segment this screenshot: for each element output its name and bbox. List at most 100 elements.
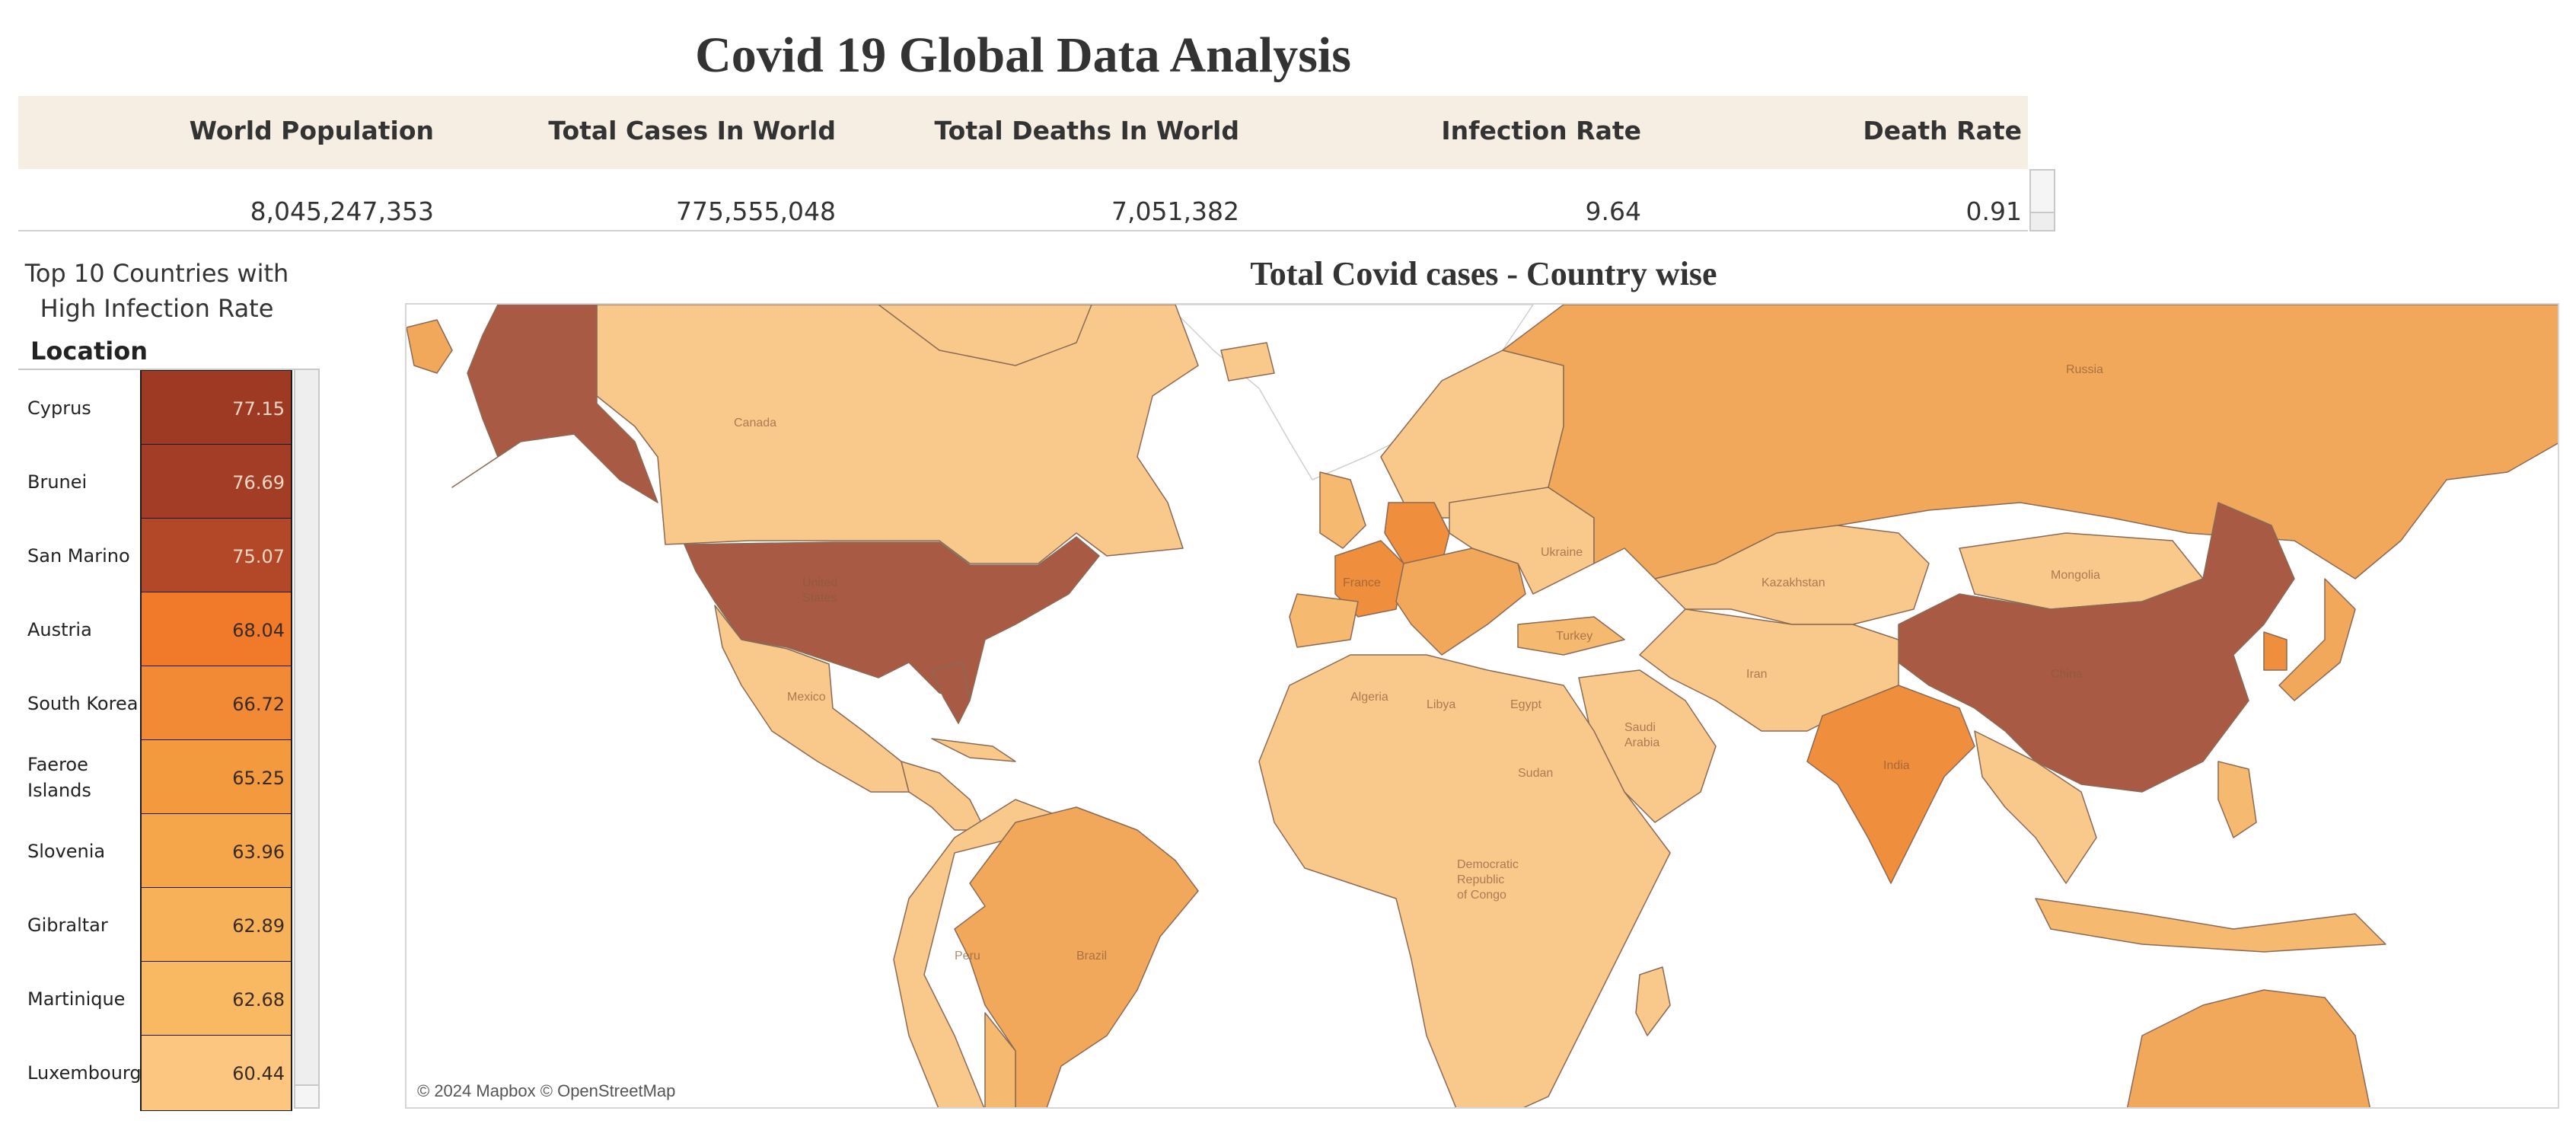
- region-africa[interactable]: [1258, 654, 1671, 1109]
- country-france[interactable]: [1334, 540, 1404, 618]
- top10-row[interactable]: Faeroe Islands 65.25: [18, 739, 294, 816]
- region-europe-central[interactable]: [1395, 548, 1526, 656]
- top10-row[interactable]: Luxembourg 60.44: [18, 1035, 294, 1111]
- kpi-value-total-deaths: 7,051,382: [1111, 196, 1239, 226]
- top10-row[interactable]: Brunei 76.69: [18, 444, 294, 520]
- kpi-scroll-thumb[interactable]: [2031, 171, 2054, 213]
- top10-rate-cell[interactable]: 77.15: [140, 370, 292, 446]
- country-united-states-florida[interactable]: [931, 662, 971, 724]
- label-libya: Libya: [1427, 698, 1455, 711]
- country-us-alaska[interactable]: [451, 305, 658, 503]
- country-iceland[interactable]: [1220, 342, 1275, 382]
- label-china: China: [2051, 668, 2083, 681]
- top10-country-name: Slovenia: [27, 841, 106, 862]
- country-china[interactable]: [1898, 502, 2295, 793]
- top10-rate-cell[interactable]: 65.25: [140, 739, 292, 816]
- island-canada-north[interactable]: [878, 305, 1092, 366]
- country-russia-east-tip[interactable]: [406, 319, 453, 374]
- top10-row[interactable]: San Marino 75.07: [18, 518, 294, 594]
- country-canada[interactable]: [596, 305, 1199, 564]
- world-map[interactable]: Canada United States Mexico Brazil Peru …: [405, 303, 2559, 1109]
- region-indonesia[interactable]: [2035, 898, 2386, 953]
- top10-country-name: Gibraltar: [27, 915, 108, 936]
- location-column-header[interactable]: Location: [30, 337, 148, 366]
- top10-rate-value: 62.68: [232, 989, 285, 1010]
- country-spain-portugal[interactable]: [1289, 593, 1359, 648]
- region-south-america-south[interactable]: [984, 1012, 1016, 1109]
- label-algeria: Algeria: [1350, 691, 1388, 704]
- country-united-kingdom[interactable]: [1319, 471, 1366, 549]
- kpi-values-row: 8,045,247,353 775,555,048 7,051,382 9.64…: [18, 169, 2028, 231]
- label-peru: Peru: [955, 950, 980, 963]
- label-kazakhstan: Kazakhstan: [1761, 576, 1825, 589]
- label-saudi-line1: Saudi: [1624, 721, 1656, 734]
- top10-row[interactable]: Gibraltar 62.89: [18, 887, 294, 963]
- country-russia[interactable]: [1502, 305, 2559, 579]
- page-title: Covid 19 Global Data Analysis: [695, 27, 1351, 83]
- label-turkey: Turkey: [1556, 630, 1592, 643]
- top10-row[interactable]: Cyprus 77.15: [18, 370, 294, 446]
- label-brazil: Brazil: [1076, 950, 1107, 963]
- top10-title-line2: High Infection Rate: [40, 294, 274, 323]
- top10-row[interactable]: Slovenia 63.96: [18, 813, 294, 889]
- label-canada: Canada: [734, 417, 776, 429]
- label-drc-line2: Republic: [1457, 873, 1504, 886]
- top10-country-name: Austria: [27, 619, 92, 640]
- kpi-scrollbar[interactable]: [2029, 169, 2055, 231]
- country-kazakhstan[interactable]: [1654, 525, 1930, 625]
- country-philippines[interactable]: [2217, 761, 2257, 838]
- country-turkey[interactable]: [1517, 616, 1625, 656]
- country-japan[interactable]: [2278, 578, 2356, 701]
- top10-rate-cell[interactable]: 62.68: [140, 961, 292, 1037]
- top10-rate-cell[interactable]: 66.72: [140, 666, 292, 742]
- top10-rate-value: 60.44: [232, 1063, 285, 1084]
- map-title: Total Covid cases - Country wise: [1250, 255, 1717, 292]
- label-us-line2: States: [802, 592, 837, 605]
- top10-rate-value: 75.07: [232, 546, 285, 567]
- country-south-korea[interactable]: [2263, 631, 2287, 671]
- map-credit[interactable]: © 2024 Mapbox © OpenStreetMap: [417, 1081, 676, 1100]
- top10-rate-cell[interactable]: 60.44: [140, 1035, 292, 1111]
- top10-rate-cell[interactable]: 68.04: [140, 592, 292, 668]
- label-saudi-line2: Arabia: [1624, 736, 1659, 749]
- top10-rate-cell[interactable]: 75.07: [140, 518, 292, 594]
- region-southeast-asia[interactable]: [1974, 730, 2097, 884]
- region-central-america[interactable]: [901, 761, 986, 831]
- label-iran: Iran: [1746, 668, 1768, 681]
- label-mongolia: Mongolia: [2051, 569, 2100, 582]
- label-drc-line3: of Congo: [1457, 889, 1506, 902]
- top10-row[interactable]: South Korea 66.72: [18, 666, 294, 742]
- world-map-svg[interactable]: Canada United States Mexico Brazil Peru …: [406, 305, 2559, 1109]
- label-sudan: Sudan: [1518, 767, 1553, 780]
- kpi-value-total-cases: 775,555,048: [676, 196, 836, 226]
- label-drc-line1: Democratic: [1457, 858, 1519, 871]
- top10-rate-cell[interactable]: 76.69: [140, 444, 292, 520]
- label-india: India: [1883, 759, 1910, 772]
- top10-scroll-thumb[interactable]: [295, 1084, 318, 1107]
- top10-list: Cyprus 77.15 Brunei 76.69 San Marino 75.07 Aus…: [18, 369, 294, 1111]
- top10-rate-cell[interactable]: 63.96: [140, 813, 292, 889]
- top10-scrollbar[interactable]: [294, 369, 320, 1109]
- top10-row[interactable]: Austria 68.04: [18, 592, 294, 668]
- top10-row[interactable]: Martinique 62.68: [18, 961, 294, 1037]
- country-australia[interactable]: [2127, 989, 2370, 1109]
- country-india[interactable]: [1806, 685, 1975, 884]
- top10-rate-value: 68.04: [232, 620, 285, 641]
- kpi-value-death-rate: 0.91: [1965, 196, 2022, 226]
- kpi-value-world-population: 8,045,247,353: [250, 196, 434, 226]
- country-cuba[interactable]: [931, 738, 1016, 762]
- top10-country-name: San Marino: [27, 545, 130, 567]
- kpi-label-world-population: World Population: [189, 116, 434, 145]
- label-mexico: Mexico: [787, 691, 826, 704]
- country-madagascar[interactable]: [1635, 966, 1671, 1036]
- top10-rate-value: 62.89: [232, 915, 285, 937]
- kpi-label-total-cases: Total Cases In World: [548, 116, 836, 145]
- kpi-label-infection-rate: Infection Rate: [1441, 116, 1641, 145]
- top10-rate-cell[interactable]: 62.89: [140, 887, 292, 963]
- label-france: France: [1343, 576, 1381, 589]
- label-russia: Russia: [2066, 363, 2103, 376]
- top10-country-name: Martinique: [27, 988, 126, 1010]
- kpi-label-total-deaths: Total Deaths In World: [934, 116, 1239, 145]
- country-brazil[interactable]: [954, 806, 1199, 1109]
- top10-title-line1: Top 10 Countries with: [24, 259, 289, 288]
